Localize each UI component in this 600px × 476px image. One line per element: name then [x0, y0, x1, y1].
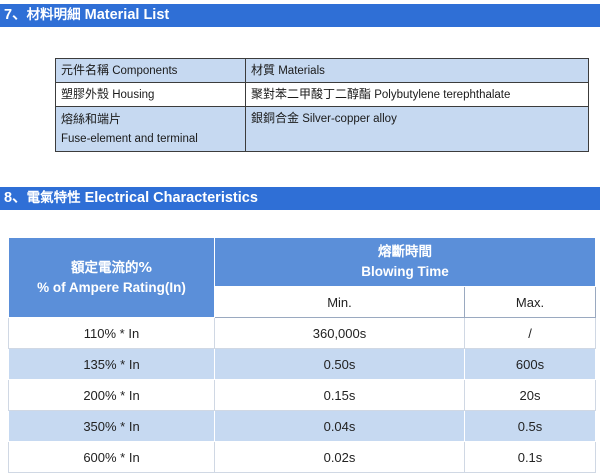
max-cell: 0.5s	[463, 410, 597, 442]
component-cn: 塑膠外殼	[61, 87, 110, 101]
electrical-table: 額定電流的% % of Ampere Rating(In) 熔斷時間 Blowi…	[8, 237, 597, 473]
component-cell: 塑膠外殼 Housing	[55, 82, 246, 107]
electrical-header-row: 額定電流的% % of Ampere Rating(In) 熔斷時間 Blowi…	[8, 237, 597, 318]
min-cell: 0.02s	[214, 441, 465, 473]
section-8-number: 8、	[4, 190, 27, 206]
material-en: Silver-copper alloy	[302, 113, 397, 125]
section-7-title-en: Material List	[84, 7, 170, 23]
material-cell: 聚對苯二甲酸丁二醇酯 Polybutylene terephthalate	[245, 82, 589, 107]
table-row: 塑膠外殼 Housing 聚對苯二甲酸丁二醇酯 Polybutylene ter…	[55, 82, 589, 107]
components-header: 元件名稱 Components	[55, 58, 246, 83]
section-7-title: 7、材料明細 Material List	[0, 4, 600, 27]
material-table: 元件名稱 Components 材質 Materials 塑膠外殼 Housin…	[55, 58, 589, 152]
component-cell: 熔絲和端片 Fuse-element and terminal	[55, 106, 246, 152]
rating-cell: 200% * In	[8, 379, 215, 411]
ampere-rating-header: 額定電流的% % of Ampere Rating(In)	[8, 237, 215, 318]
max-cell: 20s	[463, 379, 597, 411]
min-header: Min.	[214, 286, 465, 318]
min-cell: 0.50s	[214, 348, 465, 380]
electrical-subheader-row: Min. Max.	[9, 286, 597, 318]
table-row: 135% * In 0.50s 600s	[8, 348, 597, 380]
min-cell: 0.04s	[214, 410, 465, 442]
max-cell: 600s	[463, 348, 597, 380]
section-8-title: 8、電氣特性 Electrical Characteristics	[0, 187, 600, 210]
max-header: Max.	[463, 286, 597, 318]
material-en: Polybutylene terephthalate	[374, 89, 511, 101]
rating-cell: 110% * In	[8, 317, 215, 349]
material-cn: 聚對苯二甲酸丁二醇酯	[251, 87, 372, 101]
min-cell: 360,000s	[214, 317, 465, 349]
materials-header-cn: 材質	[251, 63, 276, 77]
section-8-title-en: Electrical Characteristics	[84, 190, 258, 206]
section-8-title-cn: 電氣特性	[26, 190, 81, 206]
blowing-time-header-cn: 熔斷時間	[378, 244, 432, 260]
materials-header-en: Materials	[278, 65, 325, 77]
ampere-rating-header-cn: 額定電流的%	[70, 259, 153, 276]
component-en: Fuse-element and terminal	[61, 133, 198, 145]
blowing-time-header: 熔斷時間 Blowing Time	[213, 237, 597, 287]
blowing-time-header-en: Blowing Time	[361, 264, 449, 279]
table-row: 110% * In 360,000s /	[8, 317, 597, 349]
material-cn: 銀銅合金	[251, 111, 300, 125]
material-header-row: 元件名稱 Components 材質 Materials	[55, 58, 589, 83]
rating-cell: 135% * In	[8, 348, 215, 380]
min-cell: 0.15s	[214, 379, 465, 411]
section-7-number: 7、	[4, 7, 27, 23]
max-cell: /	[463, 317, 597, 349]
materials-header: 材質 Materials	[245, 58, 589, 83]
table-row: 200% * In 0.15s 20s	[8, 379, 597, 411]
material-cell: 銀銅合金 Silver-copper alloy	[245, 106, 589, 152]
rating-cell: 350% * In	[8, 410, 215, 442]
table-row: 350% * In 0.04s 0.5s	[8, 410, 597, 442]
component-cn: 熔絲和端片	[61, 112, 122, 126]
components-header-en: Components	[112, 65, 178, 77]
section-7-title-cn: 材料明細	[26, 7, 81, 23]
table-row: 熔絲和端片 Fuse-element and terminal 銀銅合金 Sil…	[55, 106, 589, 152]
component-en: Housing	[112, 89, 155, 101]
table-row: 600% * In 0.02s 0.1s	[8, 441, 597, 473]
max-cell: 0.1s	[463, 441, 597, 473]
components-header-cn: 元件名稱	[61, 63, 110, 77]
rating-cell: 600% * In	[8, 441, 215, 473]
ampere-rating-header-en: % of Ampere Rating(In)	[37, 279, 186, 295]
